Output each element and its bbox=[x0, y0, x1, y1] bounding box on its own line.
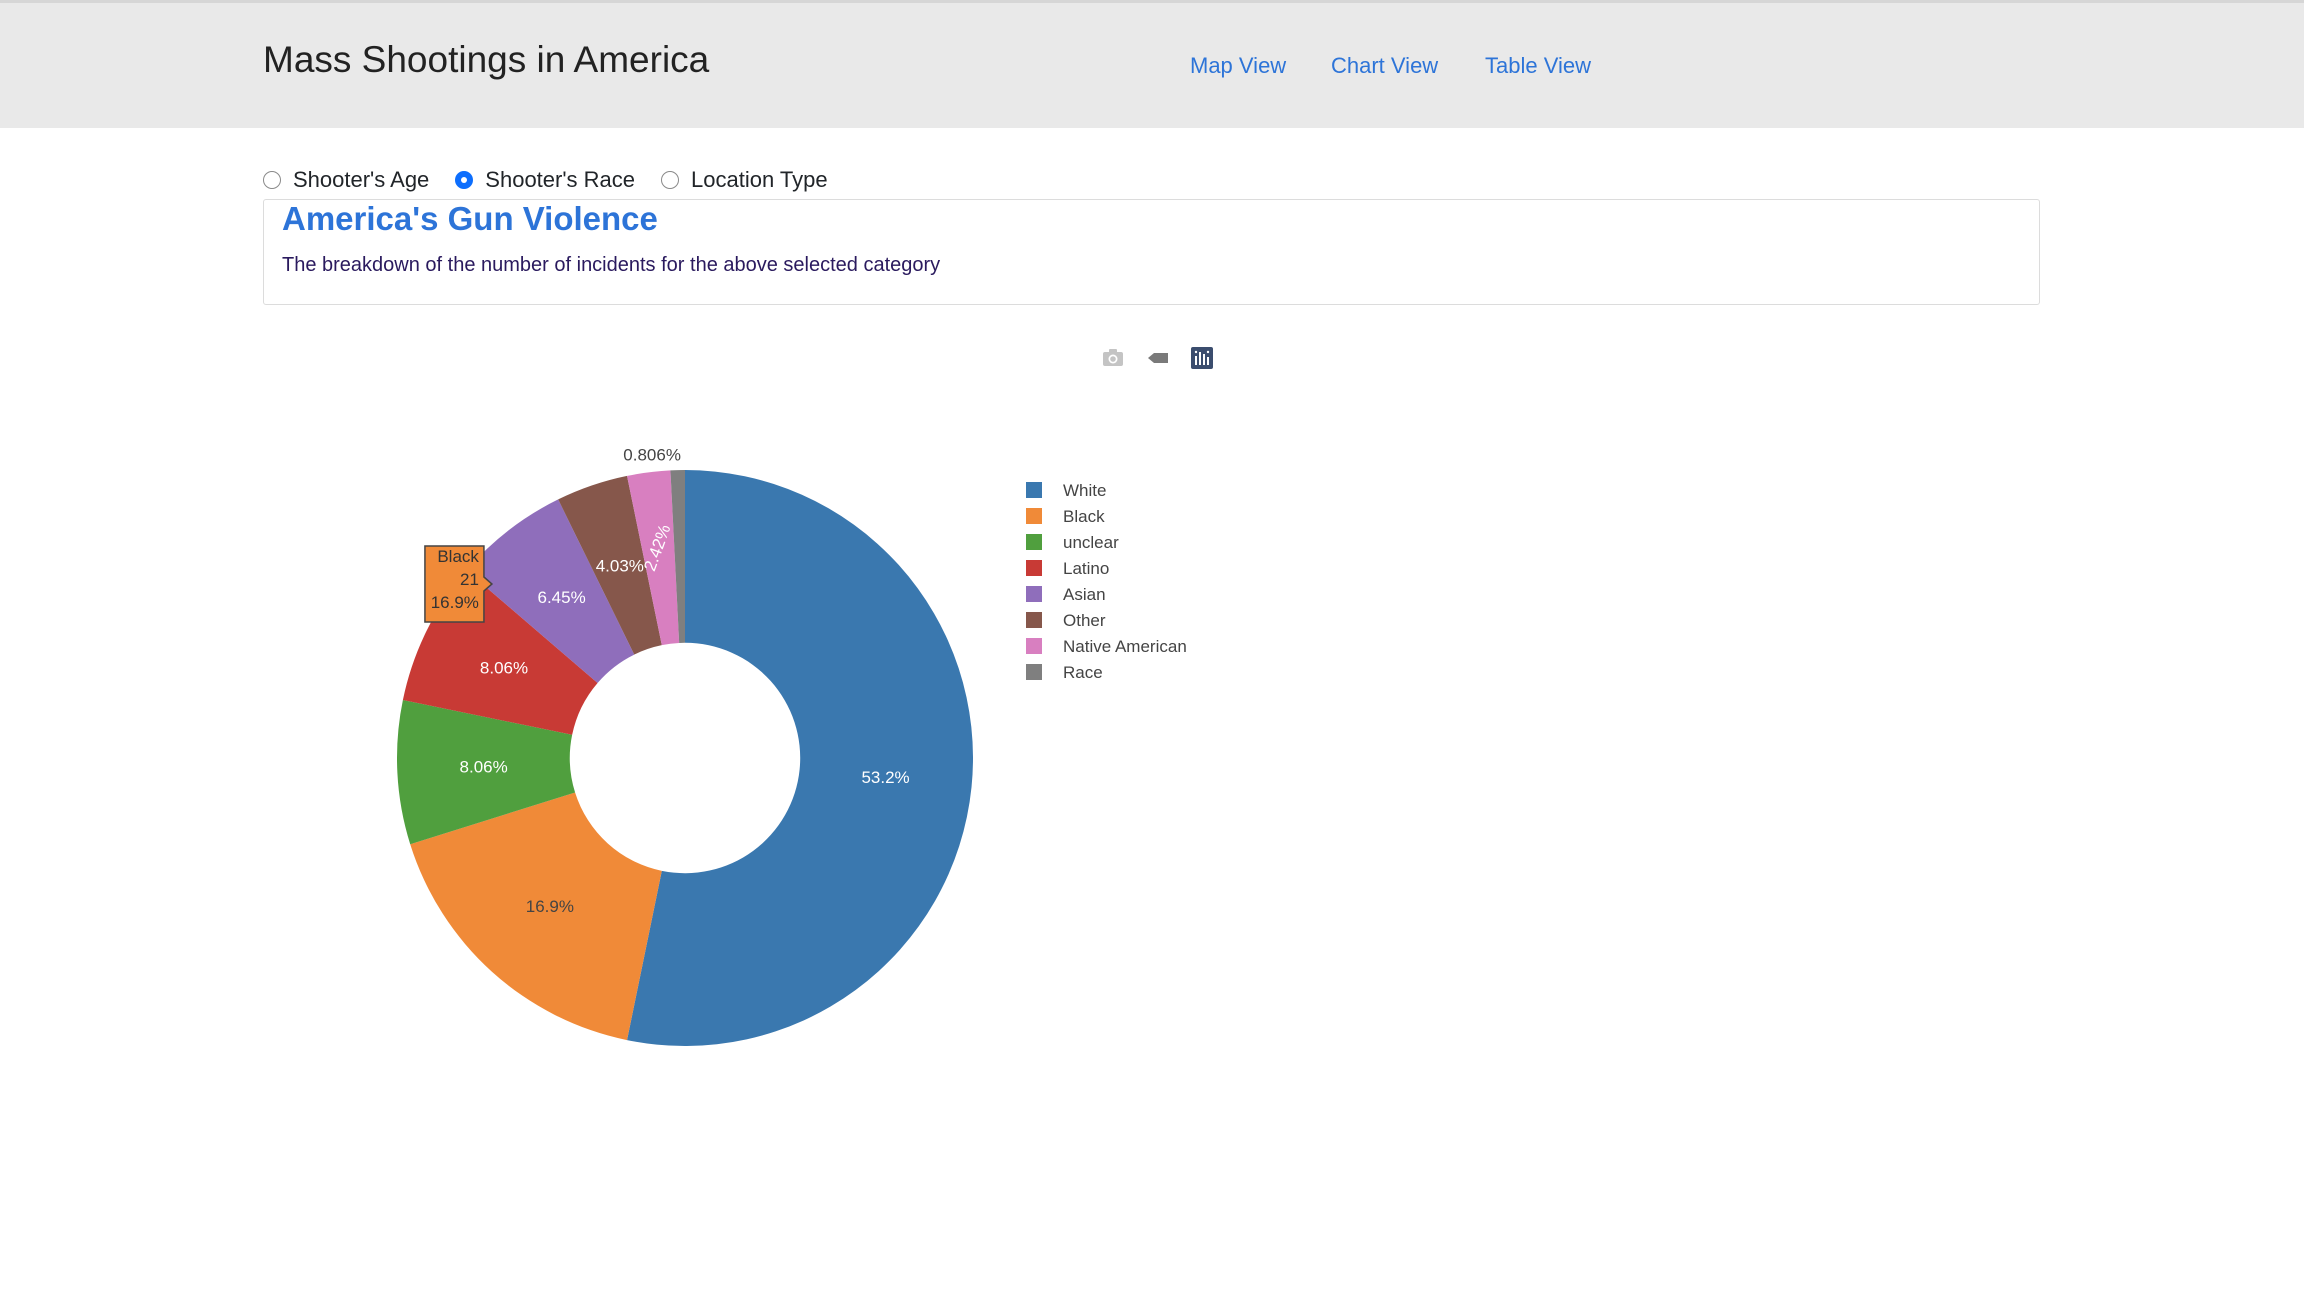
legend-swatch bbox=[1026, 508, 1042, 524]
info-card: America's Gun Violence The breakdown of … bbox=[263, 199, 2040, 305]
legend-label: Asian bbox=[1063, 585, 1106, 604]
pie-slice-asian[interactable] bbox=[466, 499, 635, 683]
legend-swatch bbox=[1026, 638, 1042, 654]
legend-label: Other bbox=[1063, 611, 1106, 630]
camera-icon[interactable] bbox=[1100, 346, 1126, 370]
pie-slice-race[interactable] bbox=[670, 470, 685, 643]
legend-label: White bbox=[1063, 481, 1106, 500]
radio-shooters-age[interactable]: Shooter's Age bbox=[263, 167, 429, 193]
radio-button-circle[interactable] bbox=[263, 171, 281, 189]
legend-item-unclear[interactable]: unclear bbox=[1026, 533, 1119, 552]
radio-shooters-race[interactable]: Shooter's Race bbox=[455, 167, 635, 193]
slice-percent-label: 4.03% bbox=[596, 557, 644, 576]
legend-item-latino[interactable]: Latino bbox=[1026, 559, 1109, 578]
legend-label: Black bbox=[1063, 507, 1105, 526]
nav-link-table-view[interactable]: Table View bbox=[1485, 53, 1591, 78]
radio-label: Shooter's Race bbox=[485, 167, 636, 192]
pie-slice-unclear[interactable] bbox=[397, 700, 576, 845]
legend-item-white[interactable]: White bbox=[1026, 481, 1106, 500]
radio-button-circle[interactable] bbox=[661, 171, 680, 189]
top-border bbox=[0, 0, 2304, 3]
legend-swatch bbox=[1026, 560, 1042, 576]
plotly-logo-icon[interactable] bbox=[1189, 346, 1215, 370]
legend-label: Latino bbox=[1063, 559, 1109, 578]
radio-label: Shooter's Age bbox=[293, 167, 430, 192]
legend-label: Race bbox=[1063, 663, 1103, 682]
legend-swatch bbox=[1026, 482, 1042, 498]
legend-label: Native American bbox=[1063, 637, 1187, 656]
pie-slice-white[interactable] bbox=[627, 470, 974, 1046]
category-radio-group: Shooter's Age Shooter's Race Location Ty… bbox=[263, 165, 854, 195]
brand-title[interactable]: Mass Shootings in America bbox=[263, 39, 710, 80]
legend-swatch bbox=[1026, 534, 1042, 550]
tag-icon[interactable] bbox=[1145, 346, 1171, 370]
radio-label: Location Type bbox=[691, 167, 828, 192]
tooltip-line: 21 bbox=[460, 570, 479, 589]
nav-link-chart-view[interactable]: Chart View bbox=[1331, 53, 1439, 78]
legend-item-black[interactable]: Black bbox=[1026, 507, 1105, 526]
slice-percent-label: 53.2% bbox=[861, 768, 909, 787]
legend-label: unclear bbox=[1063, 533, 1119, 552]
legend-item-race[interactable]: Race bbox=[1026, 663, 1103, 682]
tooltip-line: Black bbox=[437, 547, 479, 566]
slice-percent-label: 16.9% bbox=[526, 897, 574, 916]
legend-item-other[interactable]: Other bbox=[1026, 611, 1106, 630]
slice-percent-label: 0.806% bbox=[623, 446, 681, 465]
slice-percent-label: 8.06% bbox=[460, 758, 508, 777]
card-title: America's Gun Violence bbox=[282, 200, 658, 237]
nav-link-map-view[interactable]: Map View bbox=[1190, 53, 1287, 78]
pie-slice-other[interactable] bbox=[558, 475, 662, 655]
legend-item-asian[interactable]: Asian bbox=[1026, 585, 1106, 604]
slice-percent-label: 8.06% bbox=[480, 659, 528, 678]
slice-percent-label: 6.45% bbox=[537, 588, 585, 607]
radio-button-circle-checked[interactable] bbox=[455, 171, 474, 189]
tooltip-line: 16.9% bbox=[431, 593, 479, 612]
card-description: The breakdown of the number of incidents… bbox=[282, 254, 941, 276]
legend-item-native-american[interactable]: Native American bbox=[1026, 637, 1187, 656]
pie-slice-native-american[interactable] bbox=[627, 470, 680, 646]
legend-swatch bbox=[1026, 612, 1042, 628]
pie-slice-black[interactable] bbox=[410, 792, 662, 1041]
radio-location-type[interactable]: Location Type bbox=[661, 167, 828, 193]
legend-swatch bbox=[1026, 586, 1042, 602]
legend-swatch bbox=[1026, 664, 1042, 680]
hover-tooltip: Black 21 16.9% bbox=[424, 545, 494, 623]
navbar: Mass Shootings in America Map View Chart… bbox=[0, 3, 2304, 128]
